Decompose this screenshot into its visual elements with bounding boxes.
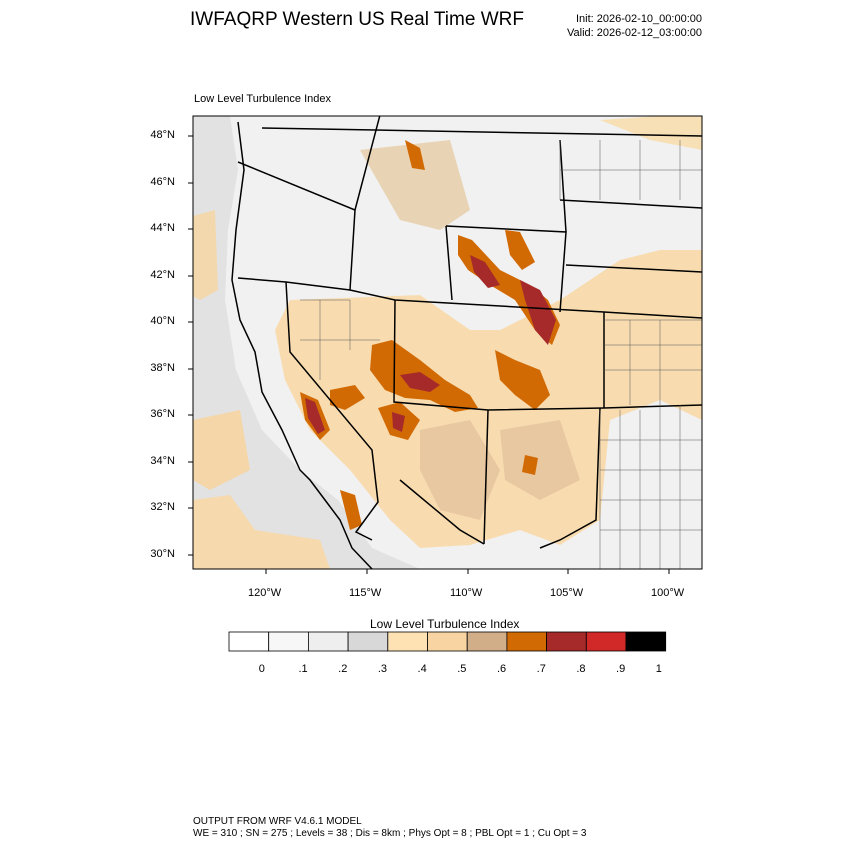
very-high-index-streaks (305, 255, 556, 434)
colorbar-label: .4 (417, 663, 427, 675)
colorbar-swatch (585, 631, 627, 652)
lat-label-36: 36°N (150, 408, 175, 420)
colorbar-label: .3 (377, 663, 388, 675)
colorbar-swatch (347, 631, 389, 652)
colorbar-label: .1 (298, 663, 308, 675)
lat-label-42: 42°N (150, 269, 175, 281)
warm-montana (360, 140, 470, 230)
colorbar-swatch (546, 631, 587, 652)
map-field (193, 116, 702, 569)
colorbar-swatch (427, 631, 468, 652)
warm-offshore-south (193, 495, 330, 569)
warm-offshore (193, 410, 250, 490)
map-frame (192, 115, 703, 570)
model-footer-line1: OUTPUT FROM WRF V4.6.1 MODEL (193, 816, 362, 827)
colorbar-label: .6 (496, 663, 507, 675)
init-time: Init: 2026-02-10_00:00:00 (576, 13, 702, 25)
lat-label-34: 34°N (150, 455, 175, 467)
colorbar-swatch (625, 631, 667, 652)
valid-time: Valid: 2026-02-12_03:00:00 (567, 27, 702, 39)
warm-coastal (193, 210, 218, 300)
lat-label-40: 40°N (150, 315, 175, 327)
lon-label-115: 115°W (349, 587, 382, 599)
colorbar-swatch (506, 631, 547, 652)
colorbar-label: 0 (258, 663, 265, 675)
mid-region-az (420, 420, 500, 520)
colorbar-label: 1 (655, 663, 662, 675)
lon-label-100: 100°W (651, 587, 685, 599)
model-footer-line2: WE = 310 ; SN = 275 ; Levels = 38 ; Dis … (193, 828, 587, 839)
county-lines (300, 140, 702, 569)
lat-label-32: 32°N (150, 501, 175, 513)
coastline (231, 121, 373, 569)
map-title: IWFAQRP Western US Real Time WRF (190, 9, 524, 30)
lat-label-46: 46°N (150, 176, 175, 188)
lon-label-120: 120°W (248, 587, 282, 599)
colorbar-label: .8 (576, 663, 586, 675)
lat-label-44: 44°N (150, 222, 175, 234)
lon-label-110: 110°W (450, 587, 483, 599)
lat-label-30: 30°N (150, 548, 175, 560)
warm-north (600, 116, 702, 150)
colorbar-swatch (466, 631, 508, 652)
colorbar-label: .2 (338, 663, 348, 675)
lon-label-105: 105°W (550, 587, 584, 599)
colorbar-label: .7 (536, 663, 546, 675)
colorbar-title: Low Level Turbulence Index (370, 617, 520, 631)
colorbar-boxes (228, 631, 667, 652)
lat-label-38: 38°N (150, 362, 175, 374)
colorbar-swatch (307, 631, 349, 652)
field-subtitle: Low Level Turbulence Index (194, 93, 331, 105)
state-boundaries (237, 116, 702, 549)
colorbar-label: .5 (457, 663, 467, 675)
mid-region-nm (500, 420, 580, 500)
colorbar-label: .9 (616, 663, 626, 675)
axis-ticks (188, 135, 670, 574)
colorbar-swatch (228, 631, 270, 652)
warm-region (275, 250, 702, 548)
lat-label-48: 48°N (150, 129, 175, 141)
colorbar-swatch (268, 631, 309, 652)
colorbar-swatch (387, 631, 428, 652)
